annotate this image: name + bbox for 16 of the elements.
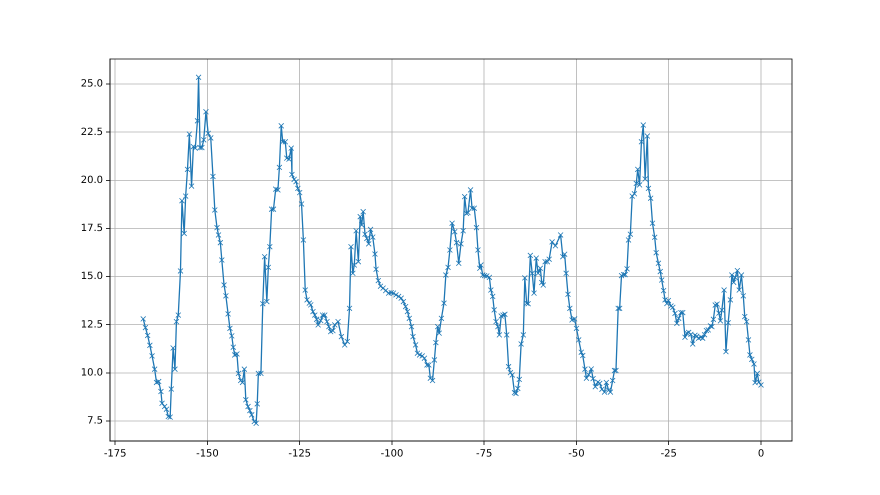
y-tick-label: 22.5 [80, 126, 103, 138]
y-tick-label: 7.5 [87, 416, 103, 427]
y-tick-label: 25.0 [80, 78, 103, 90]
x-tick-label: -75 [476, 448, 492, 460]
x-tick-label: -25 [660, 448, 677, 460]
x-tick-label: 0 [758, 448, 764, 460]
y-tick-label: 20.0 [80, 174, 103, 186]
y-tick-label: 12.5 [80, 319, 103, 330]
x-tick-label: -50 [568, 448, 585, 460]
y-tick-label: 17.5 [80, 223, 103, 234]
x-tick-label: -125 [288, 448, 312, 460]
y-tick-label: 10.0 [80, 367, 103, 378]
y-tick-label: 15.0 [80, 271, 103, 282]
x-tick-label: -100 [380, 448, 404, 460]
x-tick-label: -175 [104, 448, 127, 460]
x-tick-label: -150 [196, 448, 219, 460]
